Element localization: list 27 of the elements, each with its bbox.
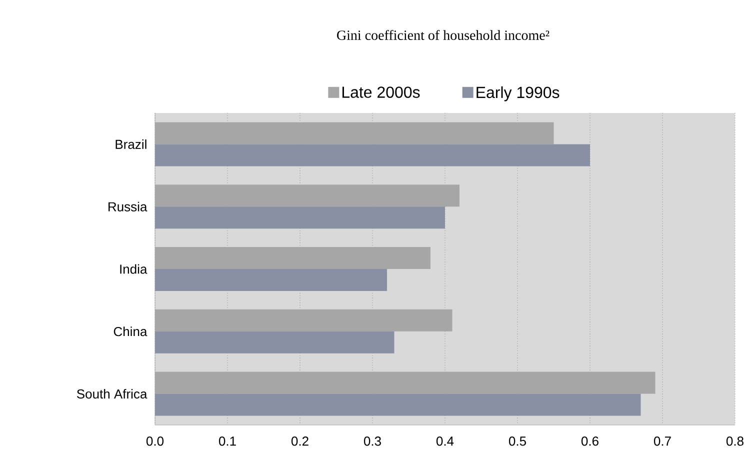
y-tick-label: Russia <box>108 202 148 212</box>
x-tick-label: 0.0 <box>146 436 164 446</box>
x-tick-label: 0.7 <box>654 436 671 446</box>
chart-title: Gini coefficient of household income² <box>337 30 550 40</box>
x-tick-label: 0.4 <box>436 436 454 446</box>
bar <box>155 184 460 207</box>
bar <box>155 394 641 416</box>
y-tick-label: Brazil <box>116 139 146 149</box>
bar <box>155 144 590 166</box>
bar <box>155 122 554 144</box>
bar <box>155 372 656 394</box>
legend-label: Late 2000s <box>342 86 420 98</box>
x-tick-label: 0.2 <box>291 436 308 446</box>
bar <box>155 247 430 270</box>
x-tick-label: 0.3 <box>364 436 381 446</box>
x-tick-label: 0.5 <box>508 436 526 446</box>
y-tick-label: South Africa <box>76 389 148 399</box>
bar <box>155 206 445 229</box>
y-tick-label: India <box>120 264 148 274</box>
y-tick-label: China <box>114 326 148 336</box>
legend-label: Early 1990s <box>476 86 560 102</box>
x-tick-label: 0.8 <box>726 436 744 446</box>
bar <box>155 331 394 354</box>
x-tick-label: 0.1 <box>218 436 236 446</box>
x-tick-label: 0.6 <box>581 436 598 446</box>
bar <box>155 269 387 292</box>
bar <box>155 309 452 332</box>
